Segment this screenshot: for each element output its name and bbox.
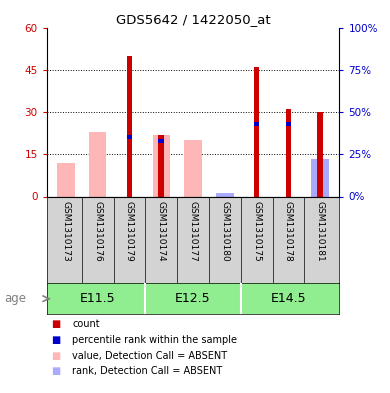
Text: GSM1310175: GSM1310175: [252, 201, 261, 262]
Text: count: count: [72, 319, 100, 329]
Bar: [57, 163, 74, 196]
Bar: [158, 139, 164, 143]
Text: age: age: [4, 292, 26, 305]
Text: ■: ■: [51, 366, 60, 376]
Bar: [184, 140, 202, 196]
Text: rank, Detection Call = ABSENT: rank, Detection Call = ABSENT: [72, 366, 222, 376]
Text: value, Detection Call = ABSENT: value, Detection Call = ABSENT: [72, 351, 227, 361]
Bar: [254, 67, 259, 196]
Bar: [317, 112, 323, 196]
Bar: [254, 122, 259, 126]
Bar: [158, 134, 164, 196]
Text: percentile rank within the sample: percentile rank within the sample: [72, 335, 237, 345]
Bar: [312, 159, 329, 196]
Text: GSM1310181: GSM1310181: [316, 201, 325, 262]
Bar: [127, 135, 132, 140]
Bar: [285, 109, 291, 196]
Text: GSM1310179: GSM1310179: [125, 201, 134, 262]
Text: GSM1310174: GSM1310174: [157, 201, 166, 261]
Bar: [285, 122, 291, 126]
Text: GSM1310178: GSM1310178: [284, 201, 293, 262]
Title: GDS5642 / 1422050_at: GDS5642 / 1422050_at: [116, 13, 270, 26]
Text: GSM1310173: GSM1310173: [61, 201, 70, 262]
Text: ■: ■: [51, 351, 60, 361]
Text: ■: ■: [51, 319, 60, 329]
Text: E14.5: E14.5: [271, 292, 306, 305]
Bar: [127, 56, 132, 196]
Text: GSM1310180: GSM1310180: [220, 201, 229, 262]
Bar: [152, 134, 170, 196]
Text: E11.5: E11.5: [80, 292, 115, 305]
Text: GSM1310176: GSM1310176: [93, 201, 102, 262]
Bar: [216, 193, 234, 196]
Text: E12.5: E12.5: [175, 292, 211, 305]
Bar: [89, 132, 106, 196]
Text: GSM1310177: GSM1310177: [188, 201, 198, 262]
Text: ■: ■: [51, 335, 60, 345]
